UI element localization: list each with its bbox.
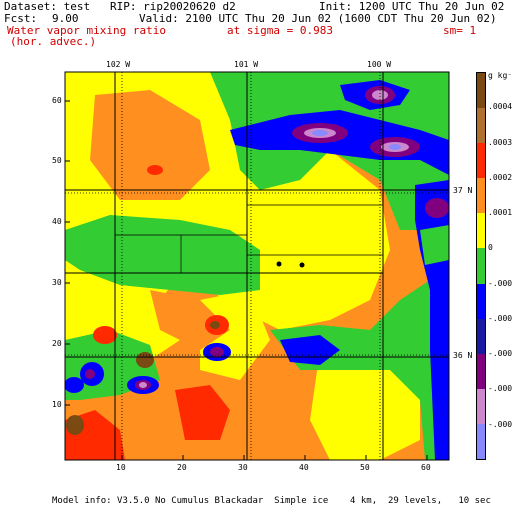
colorbar-segment <box>477 178 485 214</box>
red-region <box>175 385 230 440</box>
orange-region <box>150 290 230 350</box>
model-info: Model info: V3.5.0 No Cumulus Blackadar … <box>52 496 491 506</box>
colorbar-label: -.0005 <box>488 419 512 429</box>
valid-time: Valid: 2100 UTC Thu 20 Jun 02 (1600 CDT … <box>139 12 497 25</box>
purple-region <box>210 347 224 357</box>
sigma-level: at sigma = 0.983 <box>227 24 333 37</box>
y-tick-60: 60 <box>52 96 62 105</box>
y-tick-40: 40 <box>52 217 62 226</box>
plot-frame <box>64 71 450 461</box>
colorbar-segment <box>477 353 485 389</box>
lavender-core <box>139 382 147 388</box>
brown-core <box>210 321 220 329</box>
colorbar-label: -.0002 <box>488 313 512 323</box>
x-tick-60: 60 <box>421 463 431 472</box>
y-tick-20: 20 <box>52 339 62 348</box>
y-tick-50: 50 <box>52 156 62 165</box>
colorbar-segment <box>477 318 485 354</box>
blue-region <box>65 377 84 393</box>
lon-label-100w: 100 W <box>367 60 392 69</box>
colorbar-segment <box>477 423 485 460</box>
colorbar-label: -.0001 <box>488 278 512 288</box>
y-tick-30: 30 <box>52 278 62 287</box>
orange-region <box>90 90 210 200</box>
red-region <box>147 165 163 175</box>
state-boundaries <box>65 72 449 460</box>
periwinkle-core <box>312 130 328 136</box>
colorbar-label: .0001 <box>488 208 512 218</box>
lat-label-37n: 37 N <box>453 186 473 195</box>
y-tick-10: 10 <box>52 400 62 409</box>
colorbar-label: -.0003 <box>488 349 512 359</box>
colorbar-segment <box>477 143 485 179</box>
colorbar-label: .0003 <box>488 137 512 147</box>
lon-label-102w: 102 W <box>106 60 131 69</box>
red-region <box>93 326 117 344</box>
axis-ticks <box>65 100 428 460</box>
field-name: Water vapor mixing ratio <box>7 24 166 37</box>
colorbar-segment <box>477 388 485 424</box>
lavender-core <box>372 90 388 100</box>
colorbar-label: -.0004 <box>488 384 512 394</box>
green-region <box>420 225 449 265</box>
colorbar-label: .0002 <box>488 172 512 182</box>
x-tick-10: 10 <box>116 463 126 472</box>
station-marker <box>299 262 305 268</box>
periwinkle-core <box>389 144 401 150</box>
colorbar-segment <box>477 108 485 144</box>
init-time: Init: 1200 UTC Thu 20 Jun 02 <box>319 0 505 13</box>
brown-core <box>66 415 84 435</box>
colorbar-label: .0004 <box>488 102 512 112</box>
fcst-label: Fcst: <box>4 12 38 25</box>
x-tick-40: 40 <box>299 463 309 472</box>
colorbar-segment <box>477 213 485 249</box>
lat-label-36n: 36 N <box>453 351 473 360</box>
graticule <box>65 72 449 460</box>
field-subname: (hor. advec.) <box>10 35 97 48</box>
colorbar-segment <box>477 248 485 284</box>
x-tick-30: 30 <box>238 463 248 472</box>
blue-region <box>230 110 449 175</box>
colorbar <box>476 72 486 460</box>
x-tick-50: 50 <box>360 463 370 472</box>
dataset-line: Dataset: test RIP: rip20020620 d2 <box>4 0 236 13</box>
purple-region <box>425 198 449 218</box>
green-region <box>270 270 449 460</box>
colorbar-segment <box>477 73 485 109</box>
colorbar-label: 0 <box>488 243 493 253</box>
station-marker <box>276 261 282 267</box>
colorbar-segment <box>477 283 485 319</box>
fcst-value: 9.00 <box>52 12 79 25</box>
colorbar-unit: g kg⁻¹ <box>488 71 512 80</box>
lon-label-101w: 101 W <box>234 60 259 69</box>
x-tick-20: 20 <box>177 463 187 472</box>
purple-region <box>85 369 95 379</box>
smoothing: sm= 1 <box>443 24 477 37</box>
brown-core <box>136 352 154 368</box>
